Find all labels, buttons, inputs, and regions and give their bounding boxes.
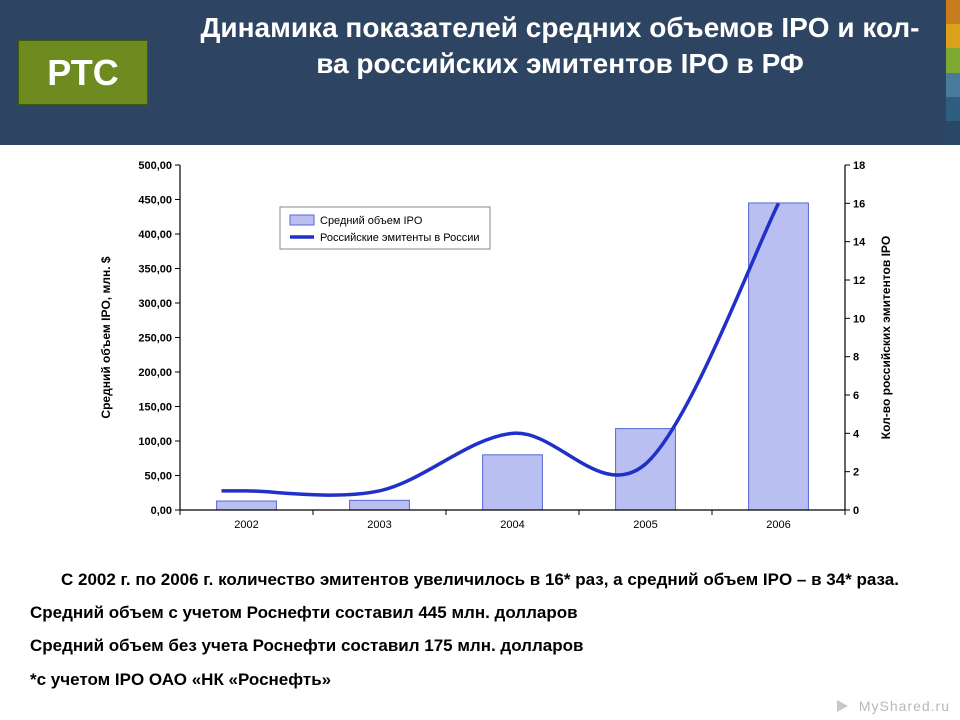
- caption-1: С 2002 г. по 2006 г. количество эмитенто…: [30, 566, 930, 593]
- svg-text:6: 6: [853, 390, 859, 402]
- caption-block: С 2002 г. по 2006 г. количество эмитенто…: [30, 560, 930, 699]
- svg-text:Российские эмитенты в России: Российские эмитенты в России: [320, 232, 479, 244]
- logo-text: РТС: [47, 52, 119, 94]
- svg-text:2: 2: [853, 467, 859, 479]
- svg-text:Средний объем IPO: Средний объем IPO: [320, 215, 423, 227]
- svg-text:2004: 2004: [500, 519, 524, 531]
- header-color-stripes: [946, 0, 960, 145]
- svg-text:250,00: 250,00: [138, 333, 172, 345]
- svg-text:Кол-во российских эмитентов IP: Кол-во российских эмитентов IPO: [879, 236, 893, 439]
- svg-text:500,00: 500,00: [138, 160, 172, 172]
- svg-text:0,00: 0,00: [151, 505, 172, 517]
- page-title: Динамика показателей средних объемов IPO…: [200, 10, 920, 83]
- svg-text:12: 12: [853, 275, 865, 287]
- svg-text:8: 8: [853, 352, 859, 364]
- svg-text:2003: 2003: [367, 519, 391, 531]
- caption-3: Средний объем без учета Роснефти состави…: [30, 632, 930, 659]
- caption-4: *с учетом IPO ОАО «НК «Роснефть»: [30, 666, 930, 693]
- svg-text:4: 4: [853, 428, 860, 440]
- svg-text:2006: 2006: [766, 519, 790, 531]
- play-icon: [834, 698, 850, 714]
- svg-text:14: 14: [853, 237, 866, 249]
- svg-text:350,00: 350,00: [138, 264, 172, 276]
- svg-text:400,00: 400,00: [138, 229, 172, 241]
- ipo-chart: 0,00 50,00 100,00 150,00 200,00 250,00 300,00 3…: [90, 155, 900, 550]
- chart-svg: 0,00 50,00 100,00 150,00 200,00 250,00 300,00 3…: [90, 155, 900, 550]
- watermark: MyShared.ru: [834, 698, 950, 714]
- svg-text:450,00: 450,00: [138, 195, 172, 207]
- svg-text:150,00: 150,00: [138, 402, 172, 414]
- svg-text:50,00: 50,00: [144, 471, 172, 483]
- caption-2: Средний объем с учетом Роснефти составил…: [30, 599, 930, 626]
- svg-text:100,00: 100,00: [138, 436, 172, 448]
- svg-text:200,00: 200,00: [138, 367, 172, 379]
- svg-text:18: 18: [853, 160, 865, 172]
- watermark-text: MyShared.ru: [859, 698, 950, 714]
- rts-logo: РТС: [18, 40, 148, 105]
- svg-text:Средний объем IPO, млн. $: Средний объем IPO, млн. $: [99, 256, 113, 418]
- svg-text:2002: 2002: [234, 519, 258, 531]
- svg-text:10: 10: [853, 313, 865, 325]
- svg-text:16: 16: [853, 198, 865, 210]
- svg-text:0: 0: [853, 505, 859, 517]
- svg-text:2005: 2005: [633, 519, 657, 531]
- svg-text:300,00: 300,00: [138, 298, 172, 310]
